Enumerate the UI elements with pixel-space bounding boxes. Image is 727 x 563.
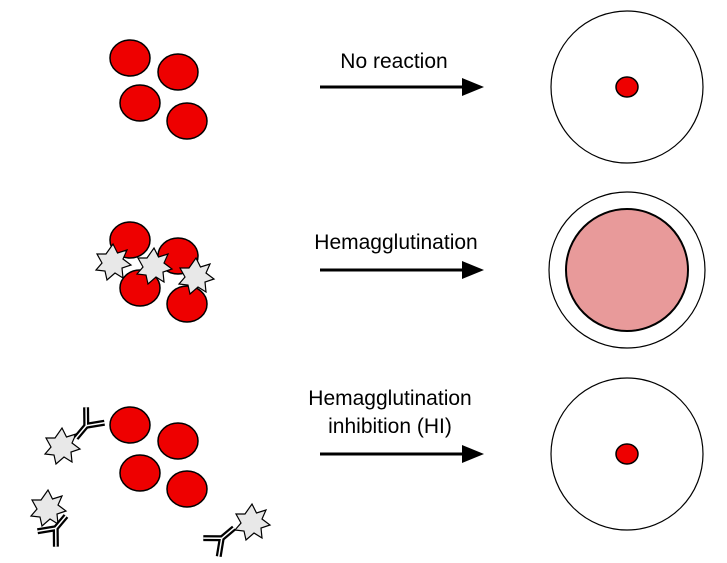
well xyxy=(550,10,704,164)
well xyxy=(550,377,704,531)
rbc-button-dot xyxy=(615,443,639,465)
arrow xyxy=(320,261,484,279)
red-blood-cell xyxy=(157,53,199,91)
arrow xyxy=(320,445,484,463)
reaction-label-line-2: inhibition (HI) xyxy=(328,415,452,438)
row-hemagglutination: Hemagglutination xyxy=(95,191,706,349)
red-blood-cell xyxy=(119,454,161,492)
reaction-label: Hemagglutination xyxy=(314,231,477,254)
red-blood-cell xyxy=(109,39,151,77)
neutralized-virus-complex xyxy=(44,407,104,465)
red-blood-cell xyxy=(119,84,161,122)
row-hemagglutination-inhibition: Hemagglutination inhibition (HI) xyxy=(30,377,704,557)
red-blood-cell xyxy=(157,422,199,460)
reaction-label: Hemagglutination xyxy=(308,387,471,410)
rbc-button-dot xyxy=(615,76,639,98)
virus-particle xyxy=(44,427,81,465)
red-blood-cell xyxy=(166,102,208,140)
neutralized-virus-complex xyxy=(30,489,75,547)
red-blood-cell xyxy=(109,406,151,444)
well xyxy=(548,191,706,349)
neutralized-virus-complex xyxy=(203,503,271,557)
virus-particle xyxy=(234,503,271,541)
red-blood-cell xyxy=(166,285,208,323)
arrow xyxy=(320,78,484,96)
agglutinated-cluster xyxy=(95,221,215,323)
row-no-reaction: No reaction xyxy=(109,10,704,164)
reaction-label: No reaction xyxy=(340,50,447,73)
agglutination-mat xyxy=(565,208,689,332)
red-blood-cell xyxy=(166,470,208,508)
antibody xyxy=(203,519,241,557)
red-blood-cell xyxy=(109,221,151,259)
red-blood-cells-group xyxy=(109,39,208,140)
red-blood-cells-group xyxy=(109,406,208,508)
